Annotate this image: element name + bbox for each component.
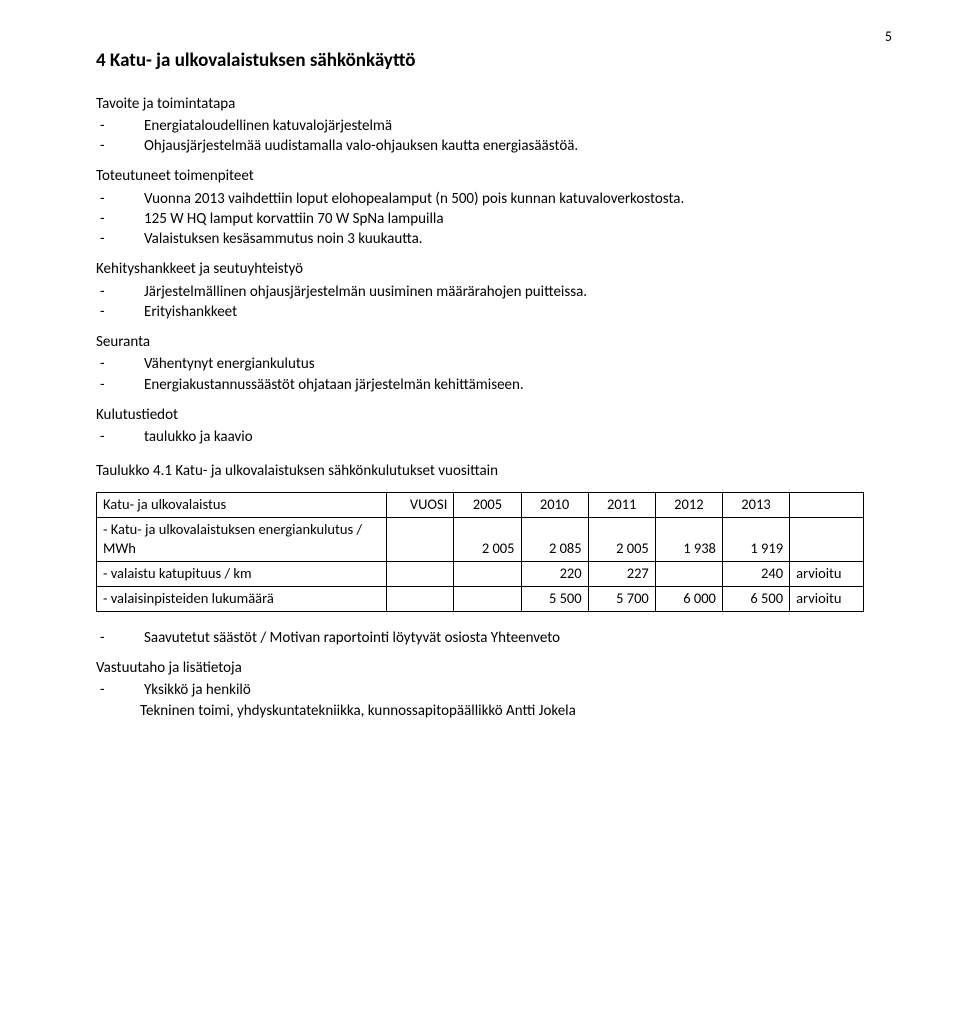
cell: 1 919 (722, 517, 789, 561)
cell (655, 561, 722, 586)
subsection-title: Seuranta (96, 332, 864, 352)
list-item: -Erityishankkeet (96, 302, 864, 322)
list-item: -Valaistuksen kesäsammutus noin 3 kuukau… (96, 229, 864, 249)
header-cell: VUOSI (386, 492, 454, 517)
table-row: - valaisinpisteiden lukumäärä 5 500 5 70… (97, 586, 864, 611)
header-cell: 2010 (521, 492, 588, 517)
bullet-list: -Yksikkö ja henkilö (96, 680, 864, 700)
cell: 2 085 (521, 517, 588, 561)
cell: 2 005 (588, 517, 655, 561)
bullet-list: -Vuonna 2013 vaihdettiin loput elohopeal… (96, 189, 864, 250)
table-row: - Katu- ja ulkovalaistuksen energiankulu… (97, 517, 864, 561)
cell: 240 (722, 561, 789, 586)
cell (790, 517, 864, 561)
cell: 227 (588, 561, 655, 586)
list-item: -Energiataloudellinen katuvalojärjestelm… (96, 116, 864, 136)
list-item: -Energiakustannussäästöt ohjataan järjes… (96, 375, 864, 395)
cell: 5 700 (588, 586, 655, 611)
table-caption: Taulukko 4.1 Katu- ja ulkovalaistuksen s… (96, 461, 864, 481)
cell: 2 005 (454, 517, 521, 561)
cell (386, 586, 454, 611)
bullet-list: -Järjestelmällinen ohjausjärjestelmän uu… (96, 282, 864, 323)
page-number: 5 (885, 28, 892, 47)
cell (454, 586, 521, 611)
list-item: -taulukko ja kaavio (96, 427, 864, 447)
list-item: -Ohjausjärjestelmää uudistamalla valo-oh… (96, 136, 864, 156)
bullet-list: -Vähentynyt energiankulutus -Energiakust… (96, 354, 864, 395)
list-item: -Yksikkö ja henkilö (96, 680, 864, 700)
cell: 6 000 (655, 586, 722, 611)
list-item: -125 W HQ lamput korvattiin 70 W SpNa la… (96, 209, 864, 229)
header-cell: 2012 (655, 492, 722, 517)
table-row: - valaistu katupituus / km 220 227 240 a… (97, 561, 864, 586)
cell (386, 561, 454, 586)
cell: arvioitu (790, 586, 864, 611)
bullet-list: -taulukko ja kaavio (96, 427, 864, 447)
list-item: -Vähentynyt energiankulutus (96, 354, 864, 374)
cell: 1 938 (655, 517, 722, 561)
body-text: Tekninen toimi, yhdyskuntatekniikka, kun… (96, 701, 864, 721)
header-cell (790, 492, 864, 517)
cell: 220 (521, 561, 588, 586)
cell-label: - valaisinpisteiden lukumäärä (97, 586, 387, 611)
subsection-title: Kulutustiedot (96, 405, 864, 425)
subsection-title: Tavoite ja toimintatapa (96, 94, 864, 114)
cell (454, 561, 521, 586)
data-table: Katu- ja ulkovalaistus VUOSI 2005 2010 2… (96, 492, 864, 612)
list-item: -Saavutetut säästöt / Motivan raportoint… (96, 628, 864, 648)
header-cell: 2013 (722, 492, 789, 517)
header-cell: 2005 (454, 492, 521, 517)
subsection-title: Vastuutaho ja lisätietoja (96, 658, 864, 678)
document-page: 5 4 Katu- ja ulkovalaistuksen sähkönkäyt… (0, 0, 960, 769)
subsection-title: Toteutuneet toimenpiteet (96, 166, 864, 186)
header-cell: Katu- ja ulkovalaistus (97, 492, 387, 517)
cell: arvioitu (790, 561, 864, 586)
table-row: Katu- ja ulkovalaistus VUOSI 2005 2010 2… (97, 492, 864, 517)
header-cell: 2011 (588, 492, 655, 517)
cell (386, 517, 454, 561)
cell: 5 500 (521, 586, 588, 611)
bullet-list: -Saavutetut säästöt / Motivan raportoint… (96, 628, 864, 648)
cell-label: - Katu- ja ulkovalaistuksen energiankulu… (97, 517, 387, 561)
cell: 6 500 (722, 586, 789, 611)
bullet-list: -Energiataloudellinen katuvalojärjestelm… (96, 116, 864, 157)
list-item: -Järjestelmällinen ohjausjärjestelmän uu… (96, 282, 864, 302)
list-item: -Vuonna 2013 vaihdettiin loput elohopeal… (96, 189, 864, 209)
subsection-title: Kehityshankkeet ja seutuyhteistyö (96, 259, 864, 279)
cell-label: - valaistu katupituus / km (97, 561, 387, 586)
section-heading: 4 Katu- ja ulkovalaistuksen sähkönkäyttö (96, 48, 864, 74)
